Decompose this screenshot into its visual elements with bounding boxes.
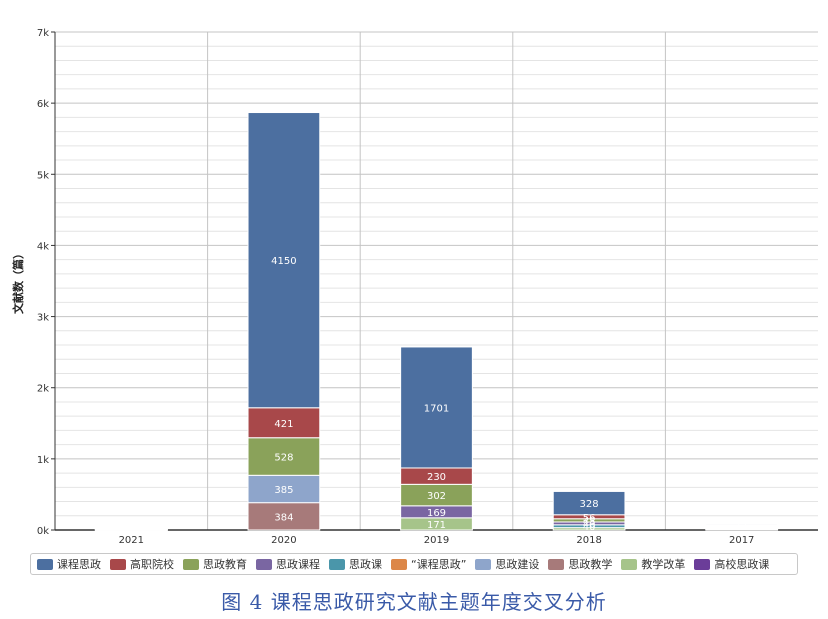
data-label: 4150 [271,256,296,267]
legend-item[interactable]: 思政教育 [183,556,247,572]
bar-segment[interactable] [400,346,473,469]
x-tick-label: 2020 [271,535,296,546]
legend-label: 课程思政 [57,558,101,571]
x-tick-label: 2018 [576,535,601,546]
data-label: 40 [583,522,596,533]
legend-label: 思政课程 [276,558,320,571]
legend-swatch [37,558,53,570]
legend-swatch [475,558,492,570]
legend-label: 高职院校 [130,558,174,571]
legend-item[interactable]: 思政建设 [475,556,539,572]
legend-label: 高校思政课 [714,558,770,571]
data-label: 169 [427,508,446,519]
bar-segment[interactable] [247,502,321,531]
figure-caption: 图 4 课程思政研究文献主题年度交叉分析 [221,590,607,614]
legend-item[interactable]: 思政课程 [256,556,320,572]
bar-segment[interactable] [552,490,626,516]
bar-segment[interactable] [247,437,321,476]
y-tick-label: 2k [37,384,49,395]
bar-segment[interactable] [247,474,321,504]
bar-segment[interactable] [247,407,321,439]
data-label: 1701 [424,403,449,414]
y-tick-label: 0k [37,526,49,537]
data-label: 302 [427,491,446,502]
bar-segment[interactable] [247,112,321,409]
y-tick-label: 7k [37,28,49,39]
data-label: 528 [274,453,293,464]
y-axis-label: 文献数（篇） [11,248,25,314]
legend-item[interactable]: 思政课 [329,556,382,572]
legend-label: 思政课 [349,558,382,571]
data-label: 45 [583,516,596,527]
x-tick-label: 2021 [119,535,144,546]
bar-segment[interactable] [705,522,779,525]
data-label: 421 [274,419,293,430]
legend-swatch [391,558,407,570]
legend-swatch [694,558,711,570]
legend-item[interactable]: 课程思政 [37,556,101,572]
y-tick-label: 5k [37,170,49,181]
legend-swatch [110,558,126,570]
legend-item[interactable]: 高职院校 [110,556,174,572]
data-label: 17 [735,520,748,531]
stacked-bar-chart: 0k 1k 2k 3k 4k 5k 6k 7k 文献数（篇） 2021 2020 2019 2018 20… [11,28,818,546]
legend-swatch [183,558,199,570]
data-label: 171 [427,520,446,531]
data-label: 230 [427,472,446,483]
x-tick-label: 2017 [729,535,754,546]
legend-swatch [329,558,345,570]
data-label: 385 [274,485,293,496]
x-tick-label: 2019 [424,535,449,546]
legend-label: 思政建设 [495,558,540,571]
legend-label: 思政教育 [203,558,247,571]
data-label: 384 [274,512,293,523]
y-tick-label: 4k [37,241,49,252]
legend-label: 思政教学 [568,558,613,571]
legend-label: “课程思政” [411,558,467,571]
data-label: 328 [580,499,599,510]
bar-segment[interactable] [94,527,168,529]
legend-label: 教学改革 [641,558,686,571]
y-tick-label: 6k [37,99,49,110]
legend-swatch [256,558,272,570]
legend-item[interactable]: “课程思政” [391,556,466,572]
data-label: 56 [583,513,596,524]
y-tick-label: 3k [37,313,49,324]
legend-item[interactable]: 高校思政课 [694,556,769,572]
y-tick-label: 1k [37,455,49,466]
legend-swatch [621,558,638,570]
legend-item[interactable]: 教学改革 [621,556,685,572]
legend-item[interactable]: 思政教学 [548,556,612,572]
data-label: 40 [583,519,596,530]
legend-swatch [548,558,565,570]
chart-legend: 课程思政 高职院校 思政教育 思政课程 思政课 “课程思政” 思政建设 思政教学 教学改革 高校思… [30,553,798,575]
